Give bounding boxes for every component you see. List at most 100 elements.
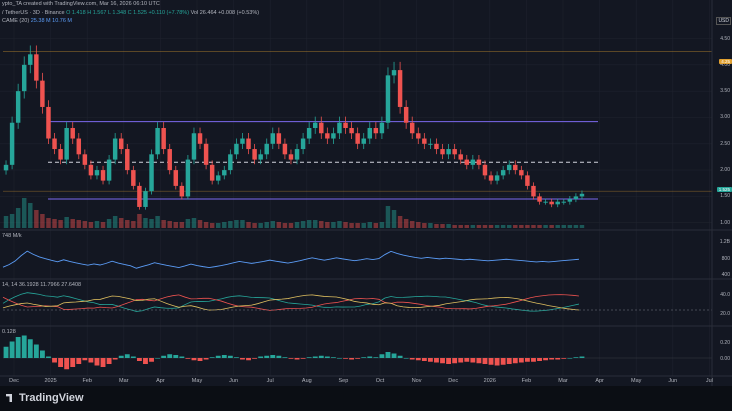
macd-bar <box>500 358 506 365</box>
macd-bar <box>209 357 215 358</box>
macd-bar <box>27 339 33 358</box>
obv-axis-label: 800 <box>721 256 730 262</box>
tradingview-logo[interactable]: TradingView <box>6 392 84 404</box>
time-tick-label: Oct <box>375 378 385 384</box>
volume-bar <box>464 225 470 228</box>
macd-bar <box>555 358 561 360</box>
macd-bar <box>288 358 294 359</box>
volume-bar <box>403 219 409 228</box>
macd-bar <box>64 358 70 370</box>
volume-bar <box>34 210 39 228</box>
volume-bar <box>506 225 512 228</box>
volume-bar <box>282 223 288 228</box>
ma-label: CAME (20) <box>2 18 30 24</box>
candle-body <box>440 149 445 155</box>
volume-bar <box>458 225 463 228</box>
candle-body <box>482 164 488 176</box>
volume-bar <box>228 221 233 228</box>
obv-label: 748 M/k <box>2 233 22 239</box>
candle-body <box>422 138 427 144</box>
currency-badge[interactable]: USD <box>716 17 731 25</box>
volume-bar <box>422 223 427 228</box>
candle-body <box>325 133 330 139</box>
time-tick-label: Mar <box>119 378 129 384</box>
candle-body <box>112 138 118 160</box>
volume-bar <box>64 217 69 228</box>
macd-bar <box>100 358 106 367</box>
macd-bar <box>143 358 148 364</box>
candle-body <box>567 199 573 202</box>
volume-bar <box>331 222 336 228</box>
macd-bar <box>512 358 518 364</box>
macd-bar <box>52 358 57 363</box>
dmi-axis-label: 40.0 <box>720 292 730 298</box>
candle-body <box>488 175 494 181</box>
candle-body <box>222 170 227 176</box>
candle-body <box>173 170 179 186</box>
macd-bar <box>203 358 209 360</box>
volume-bar <box>100 222 106 228</box>
macd-bar <box>106 358 112 364</box>
volume-bar <box>28 203 33 228</box>
volume-bar <box>137 214 142 228</box>
candle-body <box>561 201 567 203</box>
candle-body <box>494 175 500 181</box>
price-tick-label: 4.50 <box>720 35 730 42</box>
candle-body <box>246 138 251 150</box>
macd-bar <box>494 358 500 366</box>
symbol-line[interactable]: / TetherUS · 3D · Binance O 1.418 H 1.56… <box>2 10 259 16</box>
price-tick-label: 3.50 <box>720 88 730 95</box>
candle-body <box>434 143 439 150</box>
macd-bar <box>518 358 524 363</box>
macd-bar <box>258 356 264 358</box>
macd-bar <box>294 358 300 360</box>
candle-body <box>464 159 470 165</box>
macd-bar <box>136 358 142 361</box>
volume-bar <box>476 225 482 228</box>
candle-body <box>215 175 221 181</box>
ohlc-values: O 1.418 H 1.567 L 1.348 C 1.525 +0.110 (… <box>66 10 190 16</box>
volume-bar <box>149 219 154 228</box>
candle-body <box>519 170 524 176</box>
ma-line[interactable]: CAME (20) 25.38 M 10.76 M <box>2 18 72 24</box>
price-tick-label: 2.00 <box>720 167 730 174</box>
candle-body <box>300 138 306 150</box>
dmi-pane <box>2 292 712 312</box>
candle-body <box>531 185 536 197</box>
macd-bar <box>324 356 330 358</box>
candle-body <box>34 54 39 81</box>
volume-bar <box>252 223 257 228</box>
macd-bar <box>543 358 549 361</box>
level-price-tag: 4.25 <box>719 59 732 64</box>
volume-bar <box>325 222 330 228</box>
macd-bar <box>39 350 45 358</box>
brand-name: TradingView <box>19 392 84 404</box>
candle-body <box>294 149 300 160</box>
macd-bar <box>391 353 397 358</box>
candle-body <box>94 170 100 176</box>
price-tick-label: 1.00 <box>720 219 730 226</box>
macd-bar <box>270 355 276 358</box>
volume-bar <box>240 220 245 228</box>
volume-bar <box>452 225 457 228</box>
candle-body <box>118 138 124 150</box>
macd-bar <box>367 356 373 358</box>
volume-bar <box>209 223 215 228</box>
macd-bar <box>161 355 167 358</box>
volume-bar <box>355 223 360 228</box>
volume-bars <box>3 198 585 228</box>
candle-body <box>355 133 360 144</box>
candle-body <box>155 128 160 155</box>
candle-body <box>428 143 433 145</box>
macd-bar <box>524 358 530 362</box>
volume-bar <box>270 221 276 228</box>
price-tick-label: 1.50 <box>720 193 730 200</box>
volume-bar <box>70 219 75 228</box>
candle-body <box>88 164 94 176</box>
candle-body <box>331 133 336 139</box>
volume-bar <box>191 218 197 228</box>
candle-body <box>125 149 130 171</box>
macd-bar <box>337 358 342 359</box>
candle-body <box>470 159 476 165</box>
